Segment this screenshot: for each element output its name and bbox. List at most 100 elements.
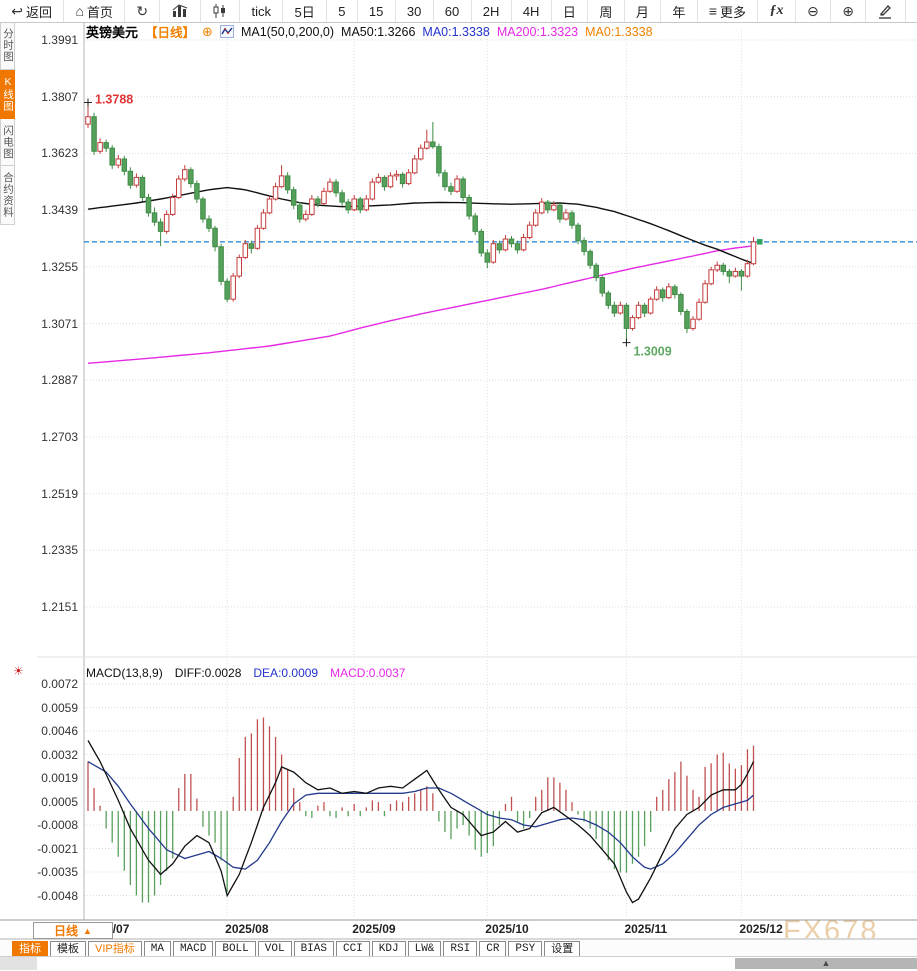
indicator-tab-设置[interactable]: 设置 [544, 940, 581, 958]
indicator-tab-cr[interactable]: CR [479, 940, 507, 958]
price-tick-label: 1.3071 [41, 316, 78, 331]
toolbar-period-5d-button[interactable]: 5日 [283, 0, 327, 22]
toolbar-back-button[interactable]: ↩ 返回 [0, 0, 65, 22]
price-tick-label: 1.2151 [41, 600, 78, 614]
toolbar-zoom-out-icon[interactable]: ⊖ [796, 0, 831, 22]
zoom-out-icon: ⊖ [806, 3, 819, 19]
indicator-tab-ma[interactable]: MA [143, 940, 171, 958]
toolbar-indicator-fx-icon[interactable]: ƒx [758, 0, 796, 22]
toolbar-period-4h-label: 4H [522, 3, 540, 19]
indicator-tab-指标[interactable]: 指标 [12, 940, 48, 958]
candles-layer [85, 102, 757, 343]
toolbar-period-5-button[interactable]: 5 [327, 0, 358, 22]
ma0-orange-value: MA0:1.3338 [585, 24, 653, 39]
toolbar-period-day-label: 日 [562, 4, 576, 20]
period-selector[interactable]: 日线 ▲ [33, 922, 113, 939]
low-price-label: 1.3009 [633, 345, 671, 359]
last-price-dot [757, 239, 763, 245]
indicator-tab-kdj[interactable]: KDJ [371, 940, 406, 958]
indicator-tab-boll[interactable]: BOLL [215, 940, 256, 958]
macd-tick-label: 0.0019 [41, 771, 78, 785]
toolbar-back-label: 返回 [25, 4, 52, 20]
x-axis-dates: 2025/072025/082025/092025/102025/112025/… [0, 921, 917, 938]
toolbar-draw-more-icon[interactable] [906, 0, 917, 22]
extreme-marker [84, 98, 92, 107]
toolbar-tick-mode-button[interactable]: tick [240, 0, 284, 22]
toolbar-period-4h-button[interactable]: 4H [512, 0, 552, 22]
macd-dea-value: DEA:0.0009 [253, 666, 319, 680]
indicator-tab-cci[interactable]: CCI [335, 940, 370, 958]
corner-block [0, 957, 37, 970]
candle-chart-icon [212, 4, 228, 18]
toolbar-period-2h-button[interactable]: 2H [472, 0, 512, 22]
macd-tick-label: 0.0032 [41, 747, 78, 762]
toolbar-refresh-icon[interactable]: ↻ [125, 0, 161, 22]
indicator-tab-strip: 指标 模板 VIP指标 MA MACD BOLL VOL BIAS CCI KDJ LW& RSI CR… [0, 939, 917, 958]
price-tick-label: 1.3439 [41, 203, 78, 218]
toolbar-period-30-label: 30 [406, 3, 422, 19]
panel-borders [0, 22, 917, 939]
price-tick-label: 1.2519 [41, 486, 78, 501]
indicator-tab-vip指标[interactable]: VIP指标 [88, 940, 142, 958]
sidebar-item-contract-info[interactable]: 合约资料 [0, 166, 15, 225]
ma50-line [87, 186, 754, 265]
indicator-tab-macd[interactable]: MACD [172, 940, 214, 958]
toolbar-more-button[interactable]: ≡ 更多 [698, 0, 759, 22]
more-icon: ≡ [708, 3, 718, 19]
toolbar-home-button[interactable]: ⌂ 首页 [64, 0, 126, 22]
toolbar-period-week-label: 周 [599, 4, 613, 20]
x-axis-month-label: 2025/08 [225, 922, 269, 936]
indicator-fx-icon: ƒx [769, 3, 784, 18]
toolbar-draw-icon[interactable] [866, 0, 906, 22]
price-tick-label: 1.2703 [41, 429, 78, 444]
macd-tick-label: 0.0072 [41, 677, 78, 691]
period-selector-label: 日线 [54, 924, 79, 938]
price-tick-label: 1.3991 [41, 33, 78, 47]
dea-line [87, 761, 754, 870]
macd-tick-label: -0.0021 [37, 841, 78, 856]
macd-tick-label: 0.0059 [41, 700, 78, 715]
sidebar-item-lightning[interactable]: 闪电图 [0, 118, 15, 166]
toolbar-period-week-button[interactable]: 周 [588, 0, 625, 22]
symbol-name: 英镑美元 [86, 25, 139, 40]
indicator-tab-模板[interactable]: 模板 [50, 940, 86, 958]
toolbar-period-year-label: 年 [672, 4, 686, 20]
macd-tick-label: -0.0048 [37, 888, 78, 903]
indicator-tab-psy[interactable]: PSY [508, 940, 543, 958]
toolbar-period-5-label: 5 [338, 3, 346, 19]
zoom-in-icon: ⊕ [842, 3, 854, 19]
macd-header: MACD(13,8,9) DIFF:0.0028 DEA:0.0009 MACD… [86, 666, 405, 680]
sidebar-item-kline[interactable]: K线图 [0, 69, 15, 119]
toolbar-period-15-button[interactable]: 15 [358, 0, 396, 22]
toolbar-period-year-button[interactable]: 年 [661, 0, 698, 22]
indicator-tab-bias[interactable]: BIAS [293, 940, 334, 958]
toolbar-period-day-button[interactable]: 日 [552, 0, 589, 22]
toolbar-period-60-label: 60 [444, 3, 460, 19]
mini-chart-icon [219, 25, 234, 38]
sidebar-item-time-share[interactable]: 分时图 [0, 22, 15, 70]
period-tag: 【日线】 [145, 26, 196, 40]
indicator-settings-icon[interactable]: ☀ [13, 664, 24, 678]
macd-tick-label: 0.0005 [41, 794, 78, 809]
macd-tick-label: -0.0035 [37, 865, 78, 879]
toolbar-candle-chart-icon[interactable] [201, 0, 241, 22]
ma200-value: MA200:1.3323 [496, 24, 579, 39]
macd-tick-label: 0.0046 [41, 724, 78, 738]
indicator-tab-rsi[interactable]: RSI [443, 940, 478, 958]
symbol-header: 英镑美元 【日线】 ⊕ MA1(50,0,200,0) MA50:1.3266 … [86, 23, 653, 41]
panel-expand-handle[interactable]: ▲ [735, 958, 917, 969]
price-tick-label: 1.2887 [41, 373, 78, 388]
indicator-tab-lw&[interactable]: LW& [407, 940, 442, 958]
toolbar-bar-chart-icon[interactable] [160, 0, 201, 22]
toolbar-period-2h-label: 2H [482, 3, 500, 19]
indicator-tab-vol[interactable]: VOL [257, 940, 292, 958]
toolbar-period-30-button[interactable]: 30 [396, 0, 434, 22]
toolbar-zoom-in-icon[interactable]: ⊕ [831, 0, 867, 22]
gridlines [84, 30, 917, 918]
toolbar-period-month-button[interactable]: 月 [625, 0, 662, 22]
x-axis-month-label: 2025/09 [352, 922, 396, 936]
high-price-label: 1.3788 [95, 93, 133, 107]
add-favorite-icon[interactable]: ⊕ [202, 23, 213, 39]
toolbar-period-60-button[interactable]: 60 [434, 0, 472, 22]
